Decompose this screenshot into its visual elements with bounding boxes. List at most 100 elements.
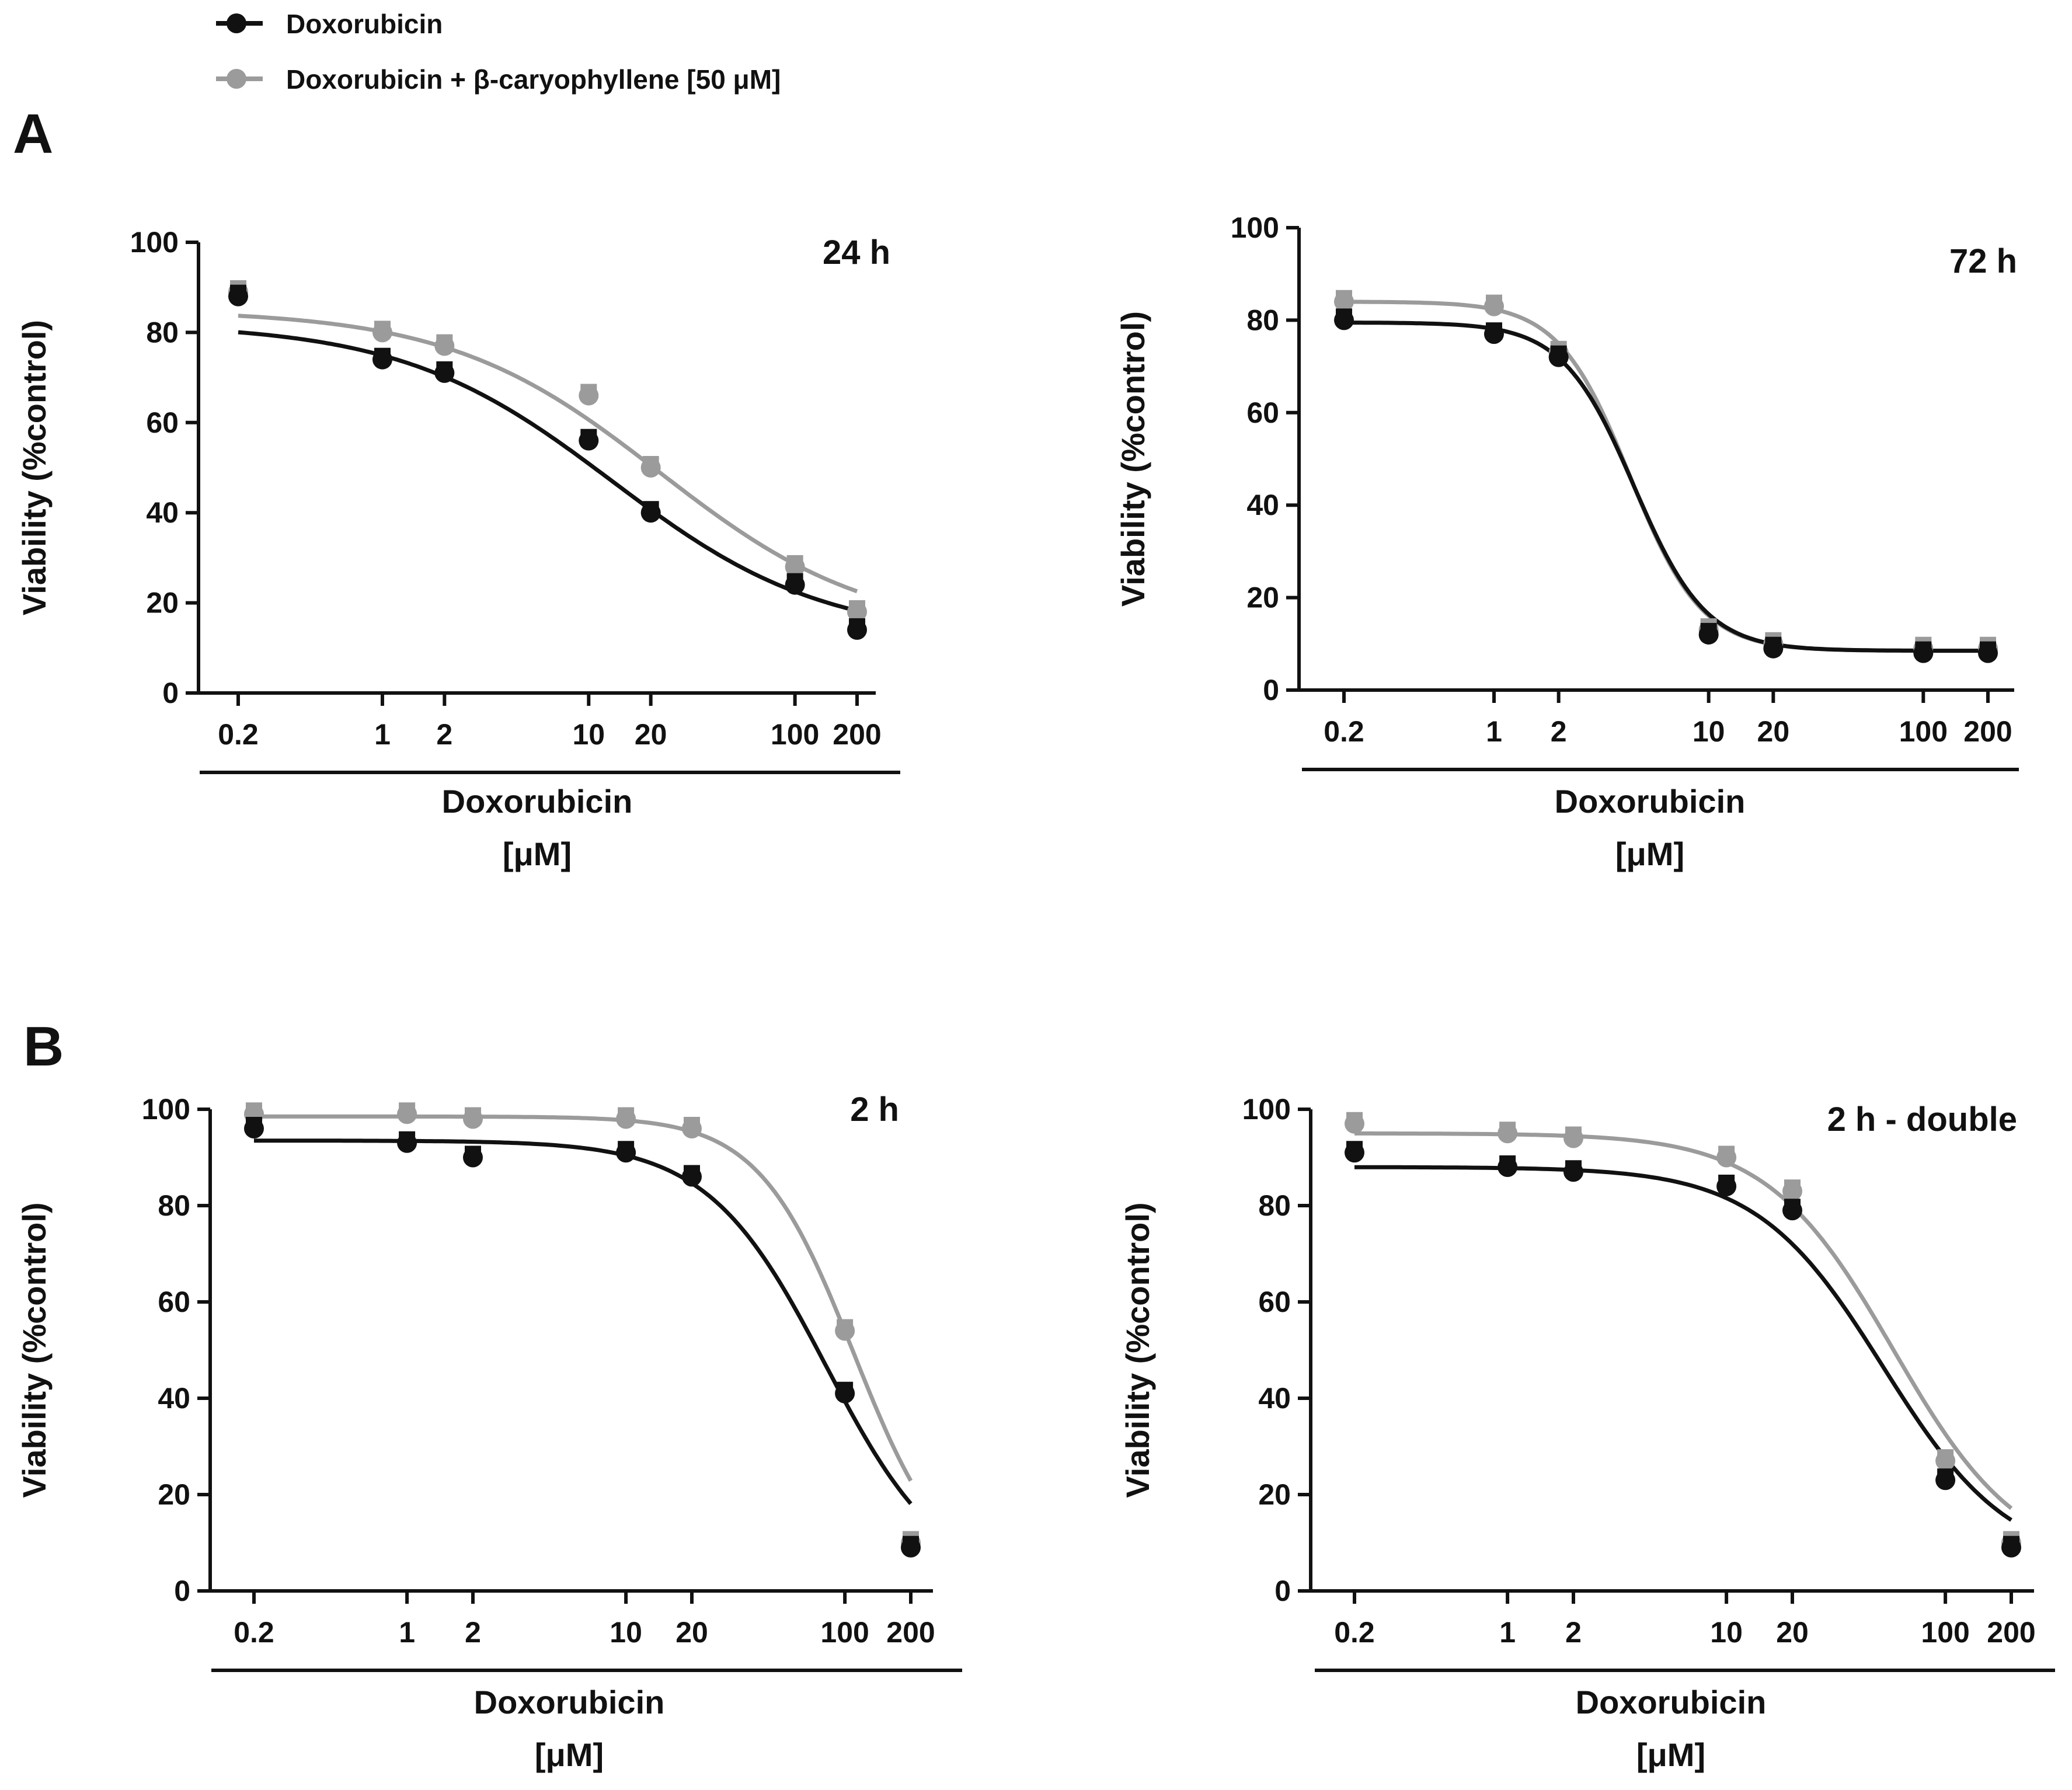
data-point-series-1 xyxy=(434,363,455,383)
x-tick-label: 0.2 xyxy=(1324,715,1364,748)
y-tick-label: 60 xyxy=(1246,396,1279,429)
chart-title: 2 h - double xyxy=(1827,1101,2017,1138)
chart-title: 24 h xyxy=(823,234,890,271)
data-point-series-1 xyxy=(1484,324,1504,344)
data-point-series-1 xyxy=(2001,1537,2021,1558)
x-tick-label: 200 xyxy=(833,718,881,751)
panel-letter-a: A xyxy=(13,103,53,165)
y-tick-label: 100 xyxy=(130,226,179,259)
x-axis-unit: [μM] xyxy=(535,1736,604,1773)
x-tick-label: 1 xyxy=(1486,715,1502,748)
y-tick-label: 80 xyxy=(158,1189,190,1222)
x-axis-unit: [μM] xyxy=(503,835,572,872)
x-tick-label: 200 xyxy=(886,1616,935,1649)
data-point-series-1 xyxy=(847,619,867,640)
x-axis-unit: [μM] xyxy=(1615,835,1684,872)
x-tick-label: 2 xyxy=(465,1616,481,1649)
y-tick-label: 60 xyxy=(158,1286,190,1318)
x-axis-unit: [μM] xyxy=(1636,1736,1705,1773)
data-point-series-2 xyxy=(397,1104,417,1124)
data-point-series-2 xyxy=(463,1109,483,1129)
data-point-series-2 xyxy=(1716,1147,1737,1168)
x-tick-label: 10 xyxy=(1710,1616,1743,1649)
y-axis-label: Viability (%control) xyxy=(1115,311,1151,607)
data-point-series-1 xyxy=(244,1119,264,1138)
x-tick-label: 20 xyxy=(1776,1616,1809,1649)
x-tick-label: 0.2 xyxy=(218,718,259,751)
x-tick-label: 200 xyxy=(1987,1616,2035,1649)
y-tick-label: 20 xyxy=(1246,581,1279,614)
chart-2: 0 20 40 60 80 100 0.2 1 2 10 20 100 200 Doxorubicin [μ… xyxy=(1115,211,2019,872)
x-tick-label: 1 xyxy=(1499,1616,1516,1649)
fit-curve-series-2 xyxy=(1354,1131,2013,1510)
y-axis-label: Viability (%control) xyxy=(16,320,53,615)
data-point-series-1 xyxy=(1978,643,1998,663)
fit-curve-series-1 xyxy=(238,330,858,613)
x-tick-label: 10 xyxy=(572,718,605,751)
fit-curve-series-2 xyxy=(1344,300,1989,653)
y-tick-label: 0 xyxy=(174,1575,190,1607)
legend-marker-doxorubicin xyxy=(227,13,246,33)
x-tick-label: 20 xyxy=(1757,715,1790,748)
data-point-series-2 xyxy=(1935,1451,1956,1471)
data-point-series-1 xyxy=(372,349,392,370)
data-point-series-2 xyxy=(1484,296,1504,316)
y-tick-label: 80 xyxy=(146,316,179,349)
data-point-series-1 xyxy=(1935,1470,1956,1490)
y-tick-label: 40 xyxy=(1258,1382,1291,1415)
legend-label-combo: Doxorubicin + β-caryophyllene [50 μM] xyxy=(286,64,781,95)
data-point-series-1 xyxy=(1698,624,1719,645)
data-point-series-2 xyxy=(1498,1123,1518,1144)
x-tick-label: 1 xyxy=(399,1616,415,1649)
legend-label-doxorubicin: Doxorubicin xyxy=(286,9,443,39)
data-point-series-1 xyxy=(1716,1176,1737,1196)
data-point-series-1 xyxy=(228,286,248,307)
data-point-series-2 xyxy=(616,1109,636,1129)
y-tick-label: 60 xyxy=(146,406,179,439)
data-point-series-1 xyxy=(463,1147,483,1168)
x-tick-label: 100 xyxy=(1921,1616,1969,1649)
x-tick-label: 2 xyxy=(436,718,452,751)
data-point-series-1 xyxy=(835,1383,855,1404)
x-axis-label: Doxorubicin xyxy=(474,1684,665,1721)
data-point-series-1 xyxy=(616,1143,636,1163)
fit-curve-series-2 xyxy=(254,1114,913,1482)
legend-marker-combo xyxy=(227,69,246,89)
chart-title: 72 h xyxy=(1949,242,2017,280)
data-point-series-1 xyxy=(1913,643,1934,663)
data-point-series-2 xyxy=(1782,1181,1802,1202)
data-point-series-1 xyxy=(901,1537,921,1558)
x-axis-label: Doxorubicin xyxy=(442,783,633,820)
fit-curve-series-1 xyxy=(1343,321,1989,653)
y-axis-label: Viability (%control) xyxy=(1119,1202,1156,1498)
chart-4: 0 20 40 60 80 100 0.2 1 2 10 20 100 200 Doxorubicin [μ… xyxy=(1119,1093,2055,1773)
data-point-series-1 xyxy=(1548,347,1569,367)
x-tick-label: 10 xyxy=(1693,715,1725,748)
y-tick-label: 80 xyxy=(1258,1189,1291,1222)
y-tick-label: 40 xyxy=(146,496,179,529)
x-tick-label: 10 xyxy=(610,1616,642,1649)
y-axis-label: Viability (%control) xyxy=(16,1202,53,1498)
data-point-series-2 xyxy=(372,322,392,343)
data-point-series-1 xyxy=(579,430,599,451)
y-tick-label: 0 xyxy=(162,677,179,709)
data-point-series-1 xyxy=(1782,1200,1802,1221)
data-point-series-1 xyxy=(1334,310,1354,330)
chart-title: 2 h xyxy=(850,1091,899,1129)
y-tick-label: 20 xyxy=(158,1478,190,1511)
x-axis-label: Doxorubicin xyxy=(1576,1684,1767,1721)
x-tick-label: 2 xyxy=(1565,1616,1582,1649)
data-point-series-2 xyxy=(847,602,867,622)
x-tick-label: 2 xyxy=(1551,715,1567,748)
data-point-series-2 xyxy=(434,336,455,356)
fit-curve-series-1 xyxy=(1354,1165,2012,1522)
y-tick-label: 100 xyxy=(142,1093,190,1126)
chart-3: 0 20 40 60 80 100 0.2 1 2 10 20 100 200 Doxorubicin [μ… xyxy=(16,1091,962,1773)
y-tick-label: 60 xyxy=(1258,1286,1291,1318)
x-tick-label: 100 xyxy=(771,718,819,751)
data-point-series-2 xyxy=(835,1321,855,1341)
y-tick-label: 20 xyxy=(146,587,179,619)
x-tick-label: 20 xyxy=(675,1616,708,1649)
